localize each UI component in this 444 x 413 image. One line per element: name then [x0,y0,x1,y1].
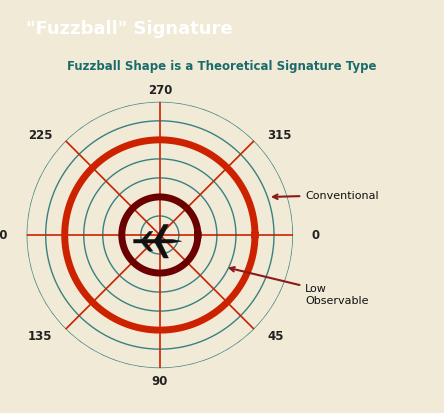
Polygon shape [134,240,182,243]
Text: 45: 45 [267,330,284,342]
Text: 225: 225 [28,128,52,141]
Text: 270: 270 [148,84,172,97]
Text: 135: 135 [28,330,52,342]
Text: 0: 0 [312,229,320,242]
Text: 180: 180 [0,229,8,242]
Text: Fuzzball Shape is a Theoretical Signature Type: Fuzzball Shape is a Theoretical Signatur… [67,59,377,73]
Polygon shape [142,243,153,252]
Polygon shape [155,225,168,259]
Text: Conventional: Conventional [273,190,379,201]
Text: 315: 315 [267,128,292,141]
Text: "Fuzzball" Signature: "Fuzzball" Signature [26,20,233,38]
Polygon shape [142,232,153,240]
Text: 90: 90 [152,374,168,387]
Text: Low
Observable: Low Observable [230,268,369,305]
